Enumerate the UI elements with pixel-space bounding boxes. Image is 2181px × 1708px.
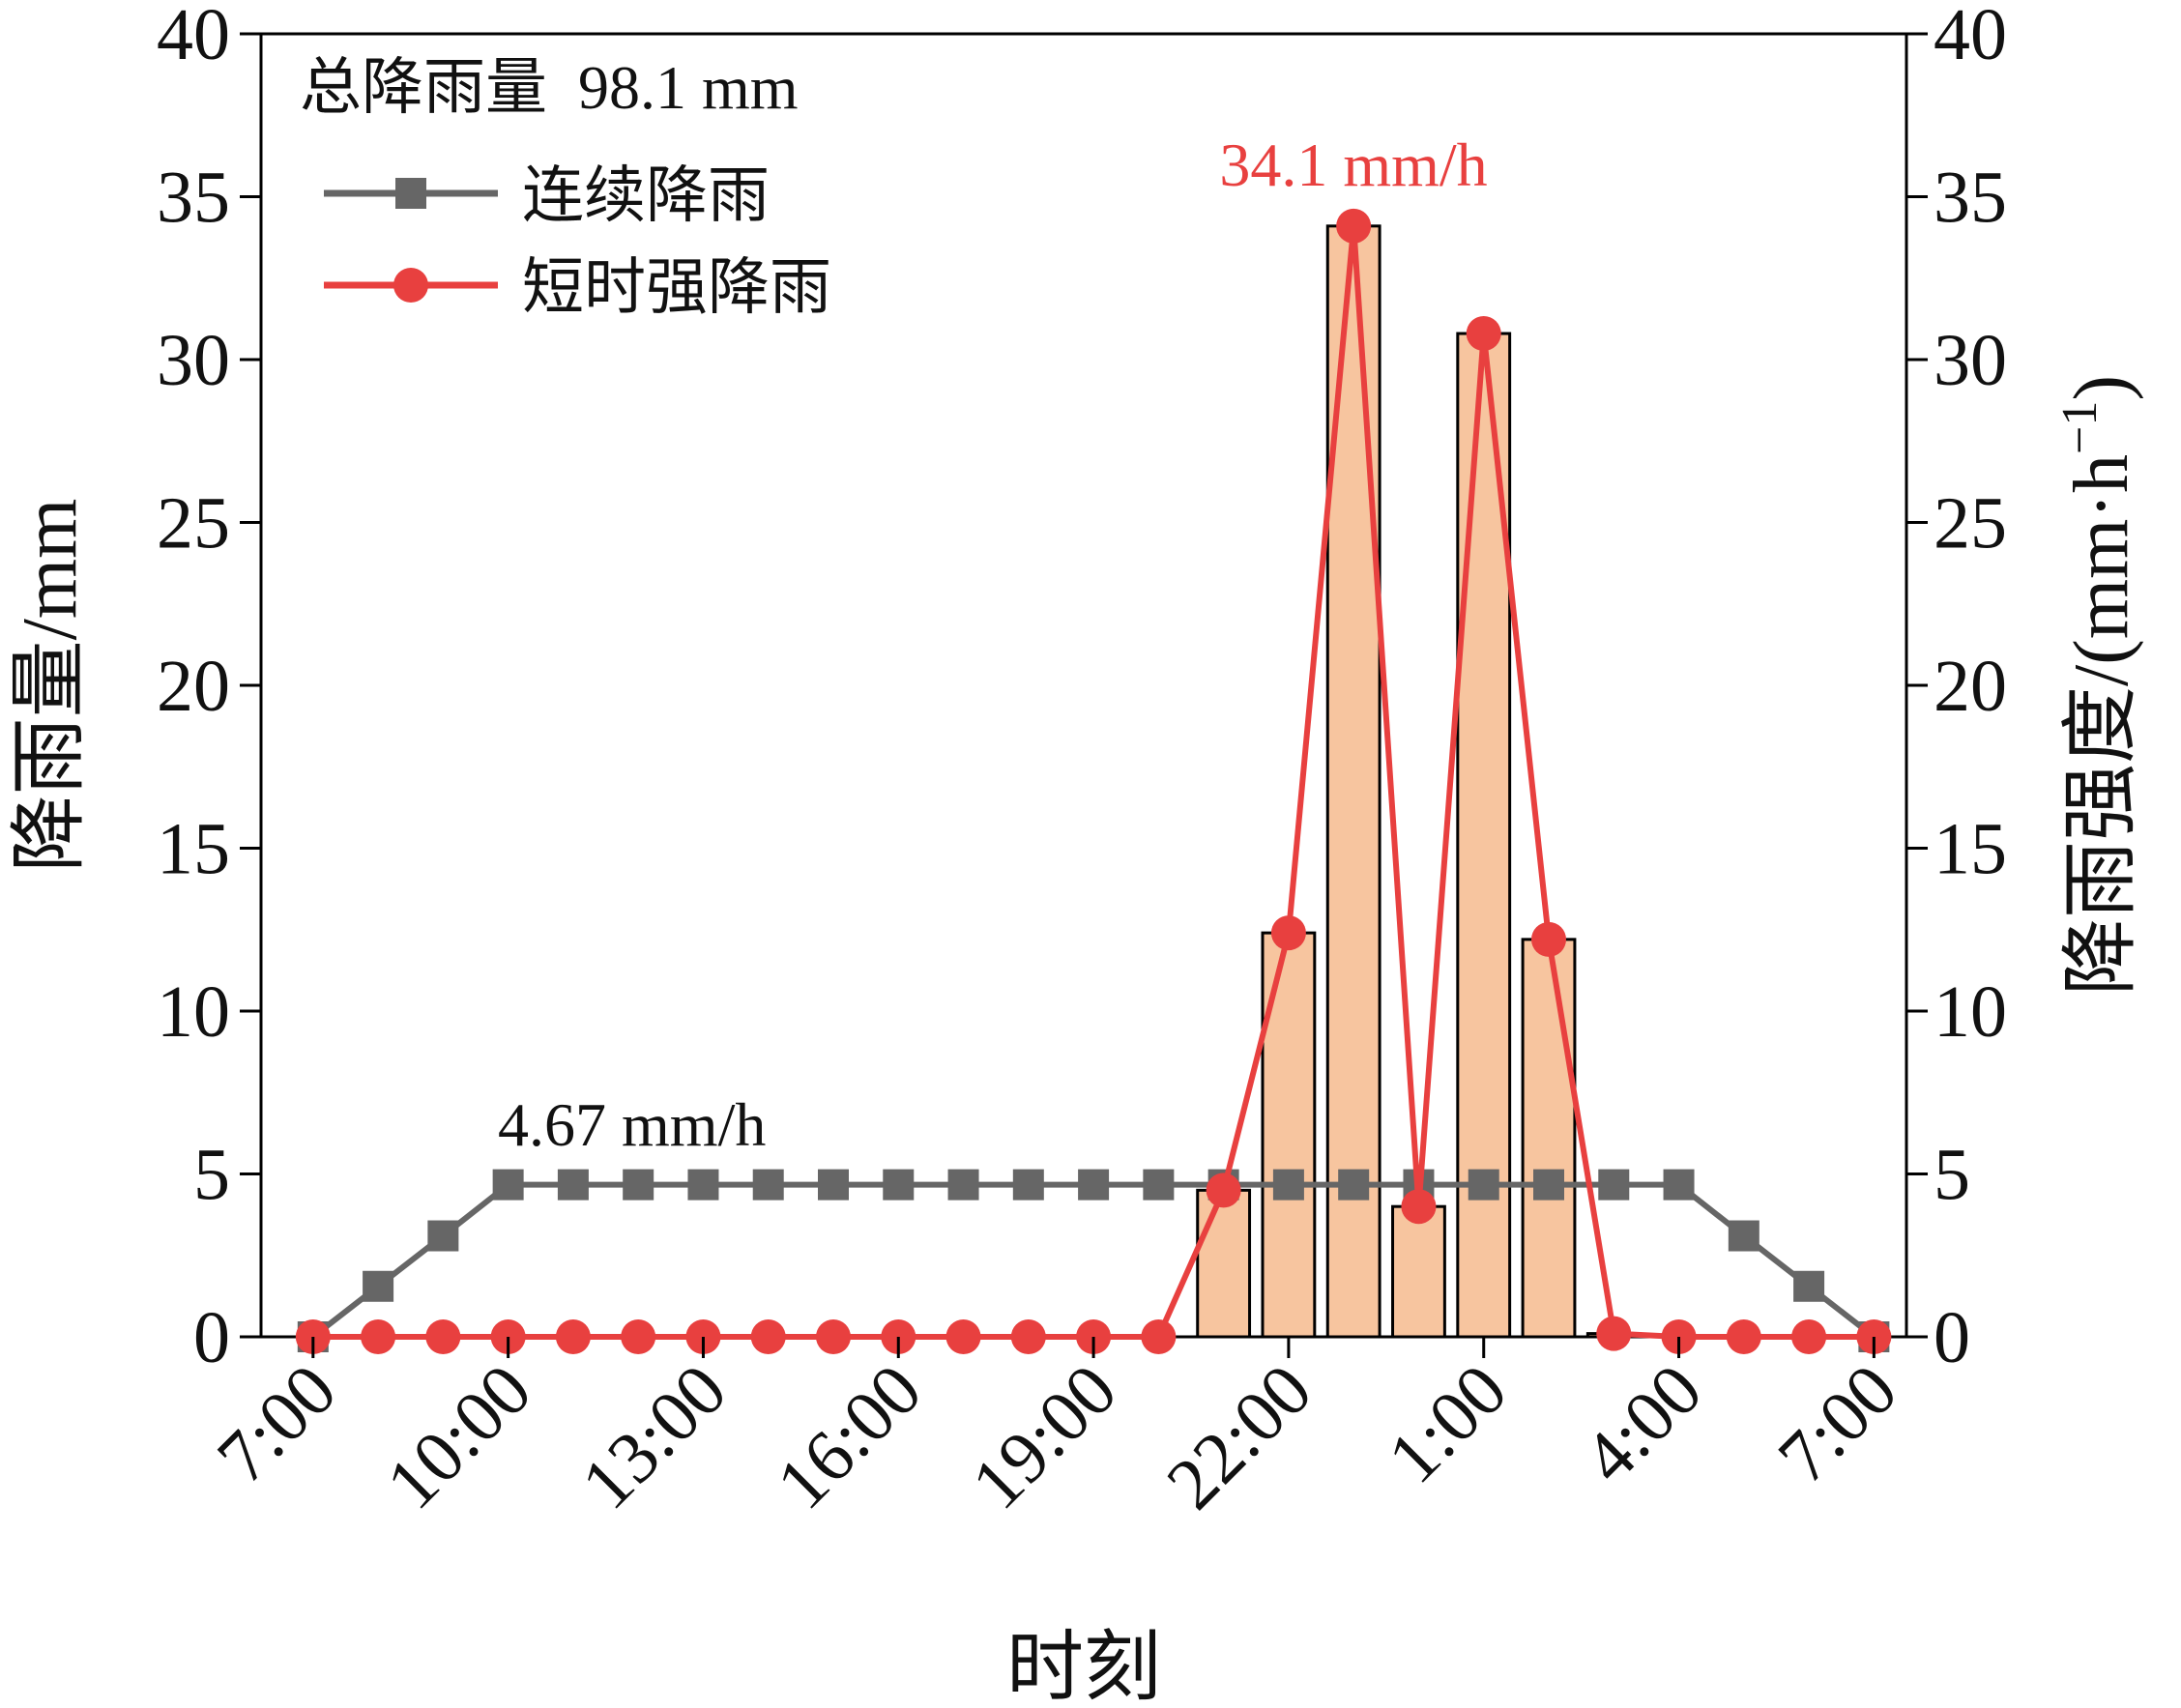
y-axis-right-title-close: ) [2059,375,2144,401]
intense-point [361,1319,396,1354]
y-right-tick-label: 30 [1934,320,2007,401]
lines-layer [295,208,1892,1354]
legend: 连续降雨 短时强降雨 [324,161,831,322]
y-left-tick-label: 40 [157,0,230,75]
x-tick-label: 10:00 [371,1349,547,1525]
total-rainfall-label: 总降雨量 98.1 mm [300,53,799,122]
intense-point [1726,1319,1761,1354]
y-left-tick-label: 15 [157,809,230,890]
continuous-point [1012,1169,1044,1201]
legend-label-intense: 短时强降雨 [522,253,831,322]
y-right-tick-label: 15 [1934,809,2007,890]
intense-point [750,1319,786,1354]
intense-point [1141,1319,1177,1354]
y-axis-left-title: 降雨量/mm [8,499,93,873]
continuous-point [947,1169,979,1201]
x-tick-label: 22:00 [1151,1349,1327,1525]
intense-point [1401,1189,1437,1225]
y-right-tick-label: 10 [1934,971,2007,1053]
intense-point [1336,208,1372,244]
y-right-tick-label: 25 [1934,483,2007,565]
continuous-point [1663,1169,1695,1201]
continuous-point [1143,1169,1175,1201]
y-right-tick-label: 0 [1934,1297,1970,1378]
continuous-point [623,1169,654,1201]
x-axis-title: 时刻 [1006,1626,1161,1708]
intense-point [1010,1319,1046,1354]
rainfall-bar [1521,938,1577,1339]
y-axis-right-title-sup: −1 [2052,401,2108,454]
y-left-tick-label: 0 [193,1297,230,1378]
continuous-point [1598,1169,1630,1201]
rainfall-bar [1391,1204,1446,1339]
y-axis-right-title: 降雨强度/(mm·h−1) [2052,375,2144,996]
x-tick-label: 7:00 [1762,1349,1912,1499]
continuous-point [363,1270,394,1302]
intense-point [621,1319,656,1354]
legend-label-continuous: 连续降雨 [522,161,770,230]
y-left-tick-label: 20 [157,646,230,727]
continuous-point [1728,1220,1759,1252]
y-left-tick-label: 25 [157,483,230,565]
continuous-point [557,1169,589,1201]
continuous-point [427,1220,459,1252]
continuous-point [687,1169,719,1201]
y-axis-right-title-main: 降雨强度/(mm·h [2059,454,2144,996]
intense-point [1791,1319,1827,1354]
rainfall-bar [1196,1188,1252,1339]
y-right-tick-label: 40 [1934,0,2007,75]
x-tick-label: 1:00 [1373,1349,1523,1499]
series-line-continuous [310,1181,1876,1340]
continuous-point [818,1169,849,1201]
intense-point [1531,921,1566,957]
y-right-tick-label: 20 [1934,646,2007,727]
continuous-point [752,1169,784,1201]
y-right-tick-label: 5 [1934,1135,1970,1216]
continuous-point [492,1169,524,1201]
continuous-point [1338,1169,1370,1201]
x-tick-label: 13:00 [567,1349,742,1525]
legend-square-marker [395,178,426,209]
y-left-tick-label: 10 [157,971,230,1053]
continuous-point [1468,1169,1499,1201]
y-right-tick-label: 35 [1934,158,2007,239]
legend-item-intense: 短时强降雨 [324,253,831,322]
continuous-point [883,1169,915,1201]
ticks-layer: 0 0 5 5 10 10 15 15 20 20 25 25 30 30 35 35 40 40 7:00 10:0… [157,0,2007,1524]
y-left-tick-label: 5 [193,1135,230,1216]
intense-point [1270,915,1306,951]
intense-point [555,1319,591,1354]
intense-point [1206,1172,1241,1208]
legend-circle-marker [393,268,428,303]
x-tick-label: 4:00 [1568,1349,1718,1499]
intense-point [1466,316,1501,352]
intense-point [816,1319,851,1354]
y-left-tick-label: 30 [157,320,230,401]
continuous-rate-label: 4.67 mm/h [498,1090,766,1159]
peak-rate-label: 34.1 mm/h [1219,130,1487,199]
continuous-point [1793,1270,1825,1302]
legend-item-continuous: 连续降雨 [324,161,770,230]
x-tick-label: 19:00 [956,1349,1132,1525]
continuous-point [1533,1169,1564,1201]
continuous-point [1078,1169,1110,1201]
intense-point [1596,1316,1632,1351]
intense-point [425,1319,461,1354]
x-tick-label: 16:00 [761,1349,937,1525]
y-left-tick-label: 35 [157,158,230,239]
continuous-point [1272,1169,1304,1201]
intense-point [945,1319,981,1354]
